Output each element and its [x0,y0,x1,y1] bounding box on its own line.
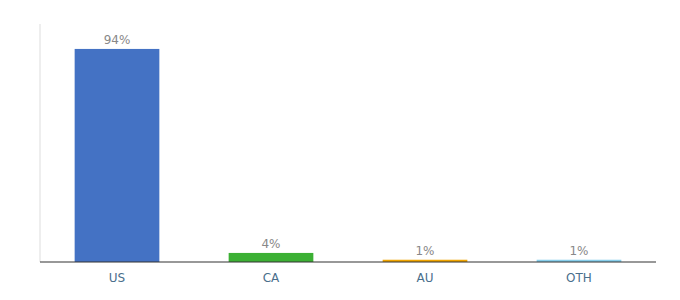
x-axis-line [40,261,656,262]
x-tick-label: US [109,271,125,285]
x-tick-label: AU [417,271,434,285]
x-tick-labels: US CA AU OTH [109,271,592,285]
data-labels: 94% 4% 1% 1% [104,33,589,258]
data-label: 4% [261,237,280,251]
data-label: 94% [104,33,131,47]
bar [229,253,314,262]
bars [75,49,622,262]
x-tick-label: OTH [566,271,592,285]
x-tick-label: CA [263,271,280,285]
data-label: 1% [569,244,588,258]
y-axis-line [40,24,41,262]
bar [75,49,160,262]
data-label: 1% [415,244,434,258]
chart: 94% 4% 1% 1% US CA AU OTH [0,0,680,300]
chart-container: 94% 4% 1% 1% US CA AU OTH [0,0,680,300]
